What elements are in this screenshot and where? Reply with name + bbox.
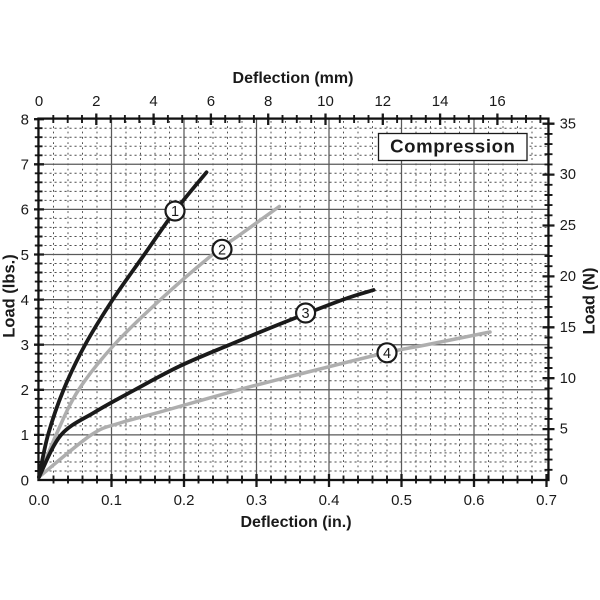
svg-text:Deflection (in.): Deflection (in.) xyxy=(240,514,351,531)
svg-text:8: 8 xyxy=(21,112,29,129)
svg-text:Deflection (mm): Deflection (mm) xyxy=(233,70,354,87)
svg-text:2: 2 xyxy=(218,243,226,259)
svg-text:4: 4 xyxy=(383,346,391,362)
svg-text:0: 0 xyxy=(35,93,43,110)
svg-text:10: 10 xyxy=(317,93,334,110)
svg-text:5: 5 xyxy=(560,422,568,438)
svg-text:25: 25 xyxy=(560,218,576,234)
svg-text:0.6: 0.6 xyxy=(464,492,485,509)
svg-text:0.7: 0.7 xyxy=(536,492,557,509)
svg-text:14: 14 xyxy=(432,93,449,110)
svg-text:0: 0 xyxy=(21,472,29,489)
svg-text:16: 16 xyxy=(489,93,506,110)
svg-text:0.0: 0.0 xyxy=(29,492,50,509)
svg-text:0.1: 0.1 xyxy=(101,492,122,509)
svg-text:2: 2 xyxy=(92,93,100,110)
svg-text:20: 20 xyxy=(560,269,576,285)
svg-text:8: 8 xyxy=(264,93,272,110)
svg-text:12: 12 xyxy=(374,93,391,110)
svg-text:0.3: 0.3 xyxy=(246,492,267,509)
svg-text:2: 2 xyxy=(21,382,29,399)
svg-text:Compression: Compression xyxy=(390,136,515,157)
svg-text:0.5: 0.5 xyxy=(391,492,412,509)
svg-text:3: 3 xyxy=(302,306,310,322)
svg-text:3: 3 xyxy=(21,337,29,354)
svg-text:15: 15 xyxy=(560,320,576,336)
svg-text:1: 1 xyxy=(21,427,29,444)
svg-text:30: 30 xyxy=(560,167,576,183)
svg-text:Load (lbs.): Load (lbs.) xyxy=(1,254,19,337)
svg-text:6: 6 xyxy=(207,93,215,110)
svg-text:35: 35 xyxy=(560,116,576,132)
svg-text:0: 0 xyxy=(560,473,568,489)
svg-text:6: 6 xyxy=(21,202,29,219)
svg-text:4: 4 xyxy=(149,93,157,110)
svg-text:4: 4 xyxy=(21,292,29,309)
svg-text:7: 7 xyxy=(21,157,29,174)
svg-text:0.4: 0.4 xyxy=(319,492,340,509)
svg-text:0.2: 0.2 xyxy=(174,492,195,509)
svg-text:1: 1 xyxy=(171,204,179,220)
svg-text:10: 10 xyxy=(560,371,576,387)
svg-text:5: 5 xyxy=(21,247,29,264)
svg-text:Load (N): Load (N) xyxy=(580,268,598,335)
